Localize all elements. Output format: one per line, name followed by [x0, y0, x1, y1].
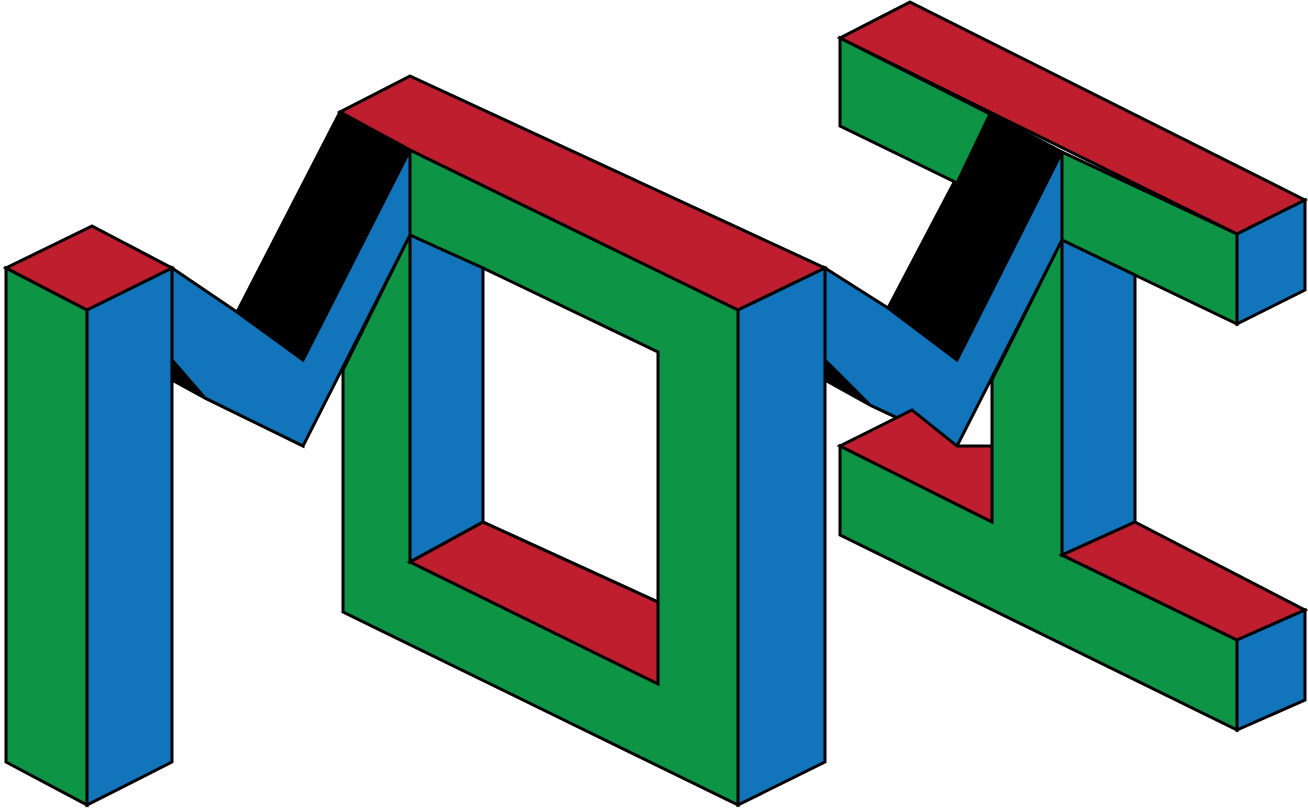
m-post-left-face [4, 265, 89, 808]
letter-m [2, 109, 412, 808]
i-topbar-end-face [1235, 197, 1307, 327]
letter-i [836, 0, 1308, 733]
o-right-face [736, 265, 827, 808]
i-stem-right-face [1060, 237, 1137, 558]
o-inner-floor [406, 520, 660, 687]
i-left-ledge-top-face [836, 408, 994, 525]
m-post-right-face [85, 265, 174, 808]
letter-o [336, 74, 829, 808]
i-bottombar-end-face [1235, 607, 1307, 733]
o-inner-left-wall [408, 232, 485, 565]
